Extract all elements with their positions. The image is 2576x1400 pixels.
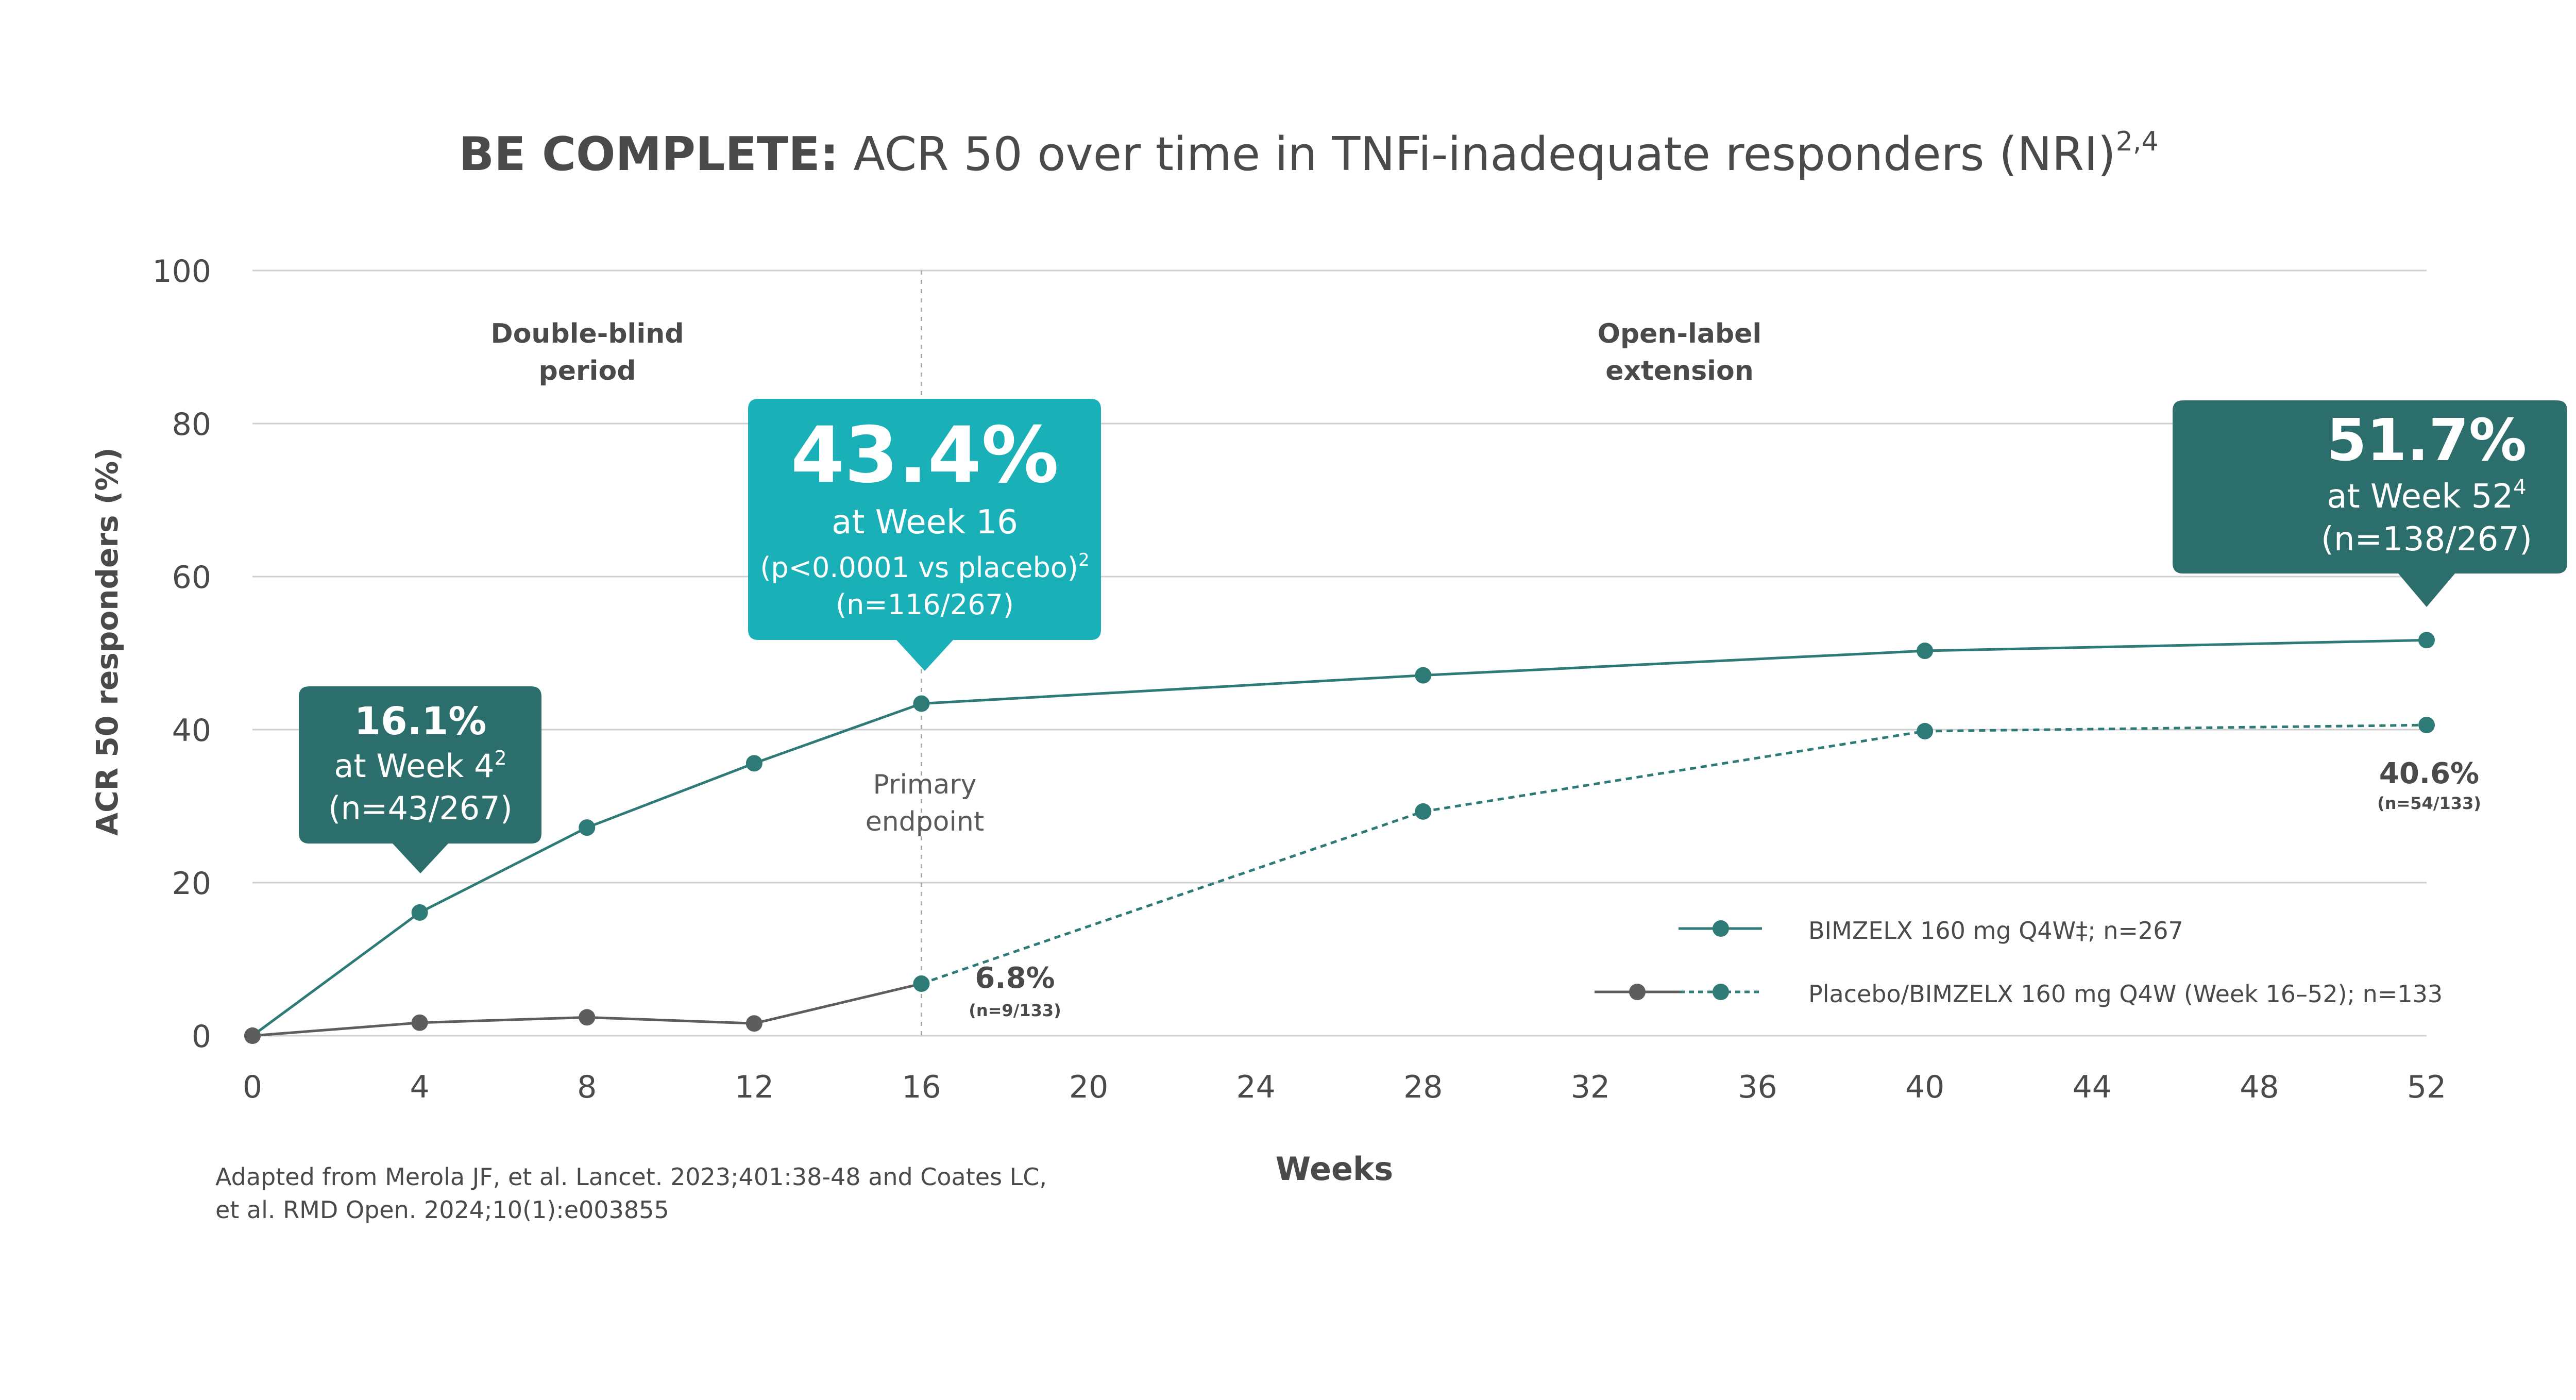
- x-tick-label-36: 36: [1738, 1069, 1777, 1105]
- y-axis-title: ACR 50 responders (%): [90, 447, 125, 836]
- placebo-line-dashed: [921, 723, 2427, 985]
- placebo-point-week52: [2418, 717, 2435, 734]
- x-tick-label-4: 4: [410, 1069, 430, 1105]
- legend-bimzelx-marker: [1713, 920, 1729, 937]
- legend-placebo-marker: [1629, 984, 1646, 1000]
- legend-placebo-label: Placebo/BIMZELX 160 mg Q4W (Week 16–52);…: [1808, 980, 2443, 1008]
- data-series: [244, 632, 2435, 1044]
- callout-week4-line2: (n=43/267): [328, 789, 513, 827]
- placebo-week16-n-label: (n=9/133): [969, 1001, 1061, 1020]
- bimzelx-line: [251, 638, 2427, 1037]
- placebo-point-week8: [579, 1009, 596, 1026]
- callout-week16-line1: at Week 16: [832, 503, 1018, 542]
- placebo-point-week40: [1917, 722, 1934, 739]
- chart-title-sup: 2,4: [2116, 126, 2159, 157]
- placebo-week16-value-label: 6.8%: [975, 962, 1055, 995]
- callout-week52-box: [2173, 400, 2567, 607]
- callout-week16-line3: (n=116/267): [836, 588, 1014, 621]
- callout-week4-line1: at Week 42: [334, 747, 506, 785]
- x-tick-label-24: 24: [1236, 1069, 1276, 1105]
- x-axis-ticks: 0 4 8 12 16 20 24 28 32 36 40 44 48 52: [243, 1069, 2446, 1105]
- bimzelx-point-week52: [2418, 632, 2435, 649]
- placebo-point-week28: [1415, 803, 1432, 820]
- bimzelx-point-week12: [745, 755, 762, 772]
- callout-week4: 16.1% at Week 42 (n=43/267): [299, 686, 541, 873]
- y-tick-label-20: 20: [172, 866, 211, 902]
- callout-week52-line2: (n=138/267): [2321, 520, 2532, 559]
- placebo-point-week0: [244, 1027, 261, 1044]
- placebo-point-week4: [411, 1014, 428, 1031]
- callout-week4-value: 16.1%: [354, 699, 487, 744]
- y-axis-ticks: 0 20 40 60 80 100: [152, 254, 211, 1055]
- legend: BIMZELX 160 mg Q4W‡; n=267 Placebo/BIMZE…: [1595, 917, 2443, 1008]
- x-tick-label-16: 16: [902, 1069, 941, 1105]
- bimzelx-point-week28: [1415, 667, 1432, 684]
- x-tick-label-0: 0: [243, 1069, 262, 1105]
- chart-title-rest: ACR 50 over time in TNFi-inadequate resp…: [839, 127, 2116, 181]
- bimzelx-point-week4: [411, 904, 428, 921]
- callout-week16-line2: (p<0.0001 vs placebo)2: [760, 550, 1089, 584]
- callout-week16-value: 43.4%: [791, 411, 1059, 500]
- x-tick-label-48: 48: [2240, 1069, 2279, 1105]
- y-tick-label-100: 100: [152, 254, 211, 290]
- callout-week4-box: [299, 686, 541, 873]
- callout-week52: 51.7% at Week 524 (n=138/267): [2173, 400, 2567, 607]
- placebo-week52-value-label: 40.6%: [2379, 757, 2479, 790]
- y-tick-label-40: 40: [172, 713, 211, 749]
- placebo-point-week12: [745, 1015, 762, 1032]
- callout-week52-value: 51.7%: [2327, 407, 2527, 474]
- x-tick-label-40: 40: [1905, 1069, 1944, 1105]
- bimzelx-point-week40: [1917, 643, 1934, 660]
- x-tick-label-8: 8: [577, 1069, 597, 1105]
- x-tick-label-44: 44: [2073, 1069, 2112, 1105]
- chart-title-bold: BE COMPLETE:: [459, 127, 839, 181]
- open-label-extension-label: Open-label extension: [1598, 318, 1762, 386]
- double-blind-label: Double-blind period: [491, 318, 684, 386]
- y-tick-label-0: 0: [192, 1019, 211, 1055]
- primary-endpoint-label: Primary endpoint: [866, 769, 985, 837]
- bimzelx-point-week16: [913, 695, 930, 712]
- x-tick-label-32: 32: [1571, 1069, 1610, 1105]
- callout-week16-box: [748, 399, 1101, 671]
- bimzelx-point-week8: [579, 819, 596, 836]
- callout-week52-line1: at Week 524: [2327, 476, 2526, 516]
- x-axis-title: Weeks: [1276, 1150, 1393, 1188]
- x-tick-label-20: 20: [1069, 1069, 1108, 1105]
- legend-placebo-switch-marker: [1713, 984, 1729, 1000]
- y-tick-label-60: 60: [172, 560, 211, 596]
- x-tick-label-52: 52: [2407, 1069, 2446, 1105]
- gridlines: [252, 269, 2427, 1037]
- x-tick-label-12: 12: [735, 1069, 774, 1105]
- callout-week16: 43.4% at Week 16 (p<0.0001 vs placebo)2 …: [748, 399, 1101, 671]
- chart-title: BE COMPLETE: ACR 50 over time in TNFi-in…: [459, 126, 2159, 181]
- placebo-week52-n-label: (n=54/133): [2377, 794, 2481, 813]
- legend-bimzelx-label: BIMZELX 160 mg Q4W‡; n=267: [1808, 917, 2183, 944]
- placebo-point-week16: [913, 975, 930, 992]
- footnote: Adapted from Merola JF, et al. Lancet. 2…: [215, 1163, 1047, 1224]
- y-tick-label-80: 80: [172, 407, 211, 443]
- x-tick-label-28: 28: [1403, 1069, 1443, 1105]
